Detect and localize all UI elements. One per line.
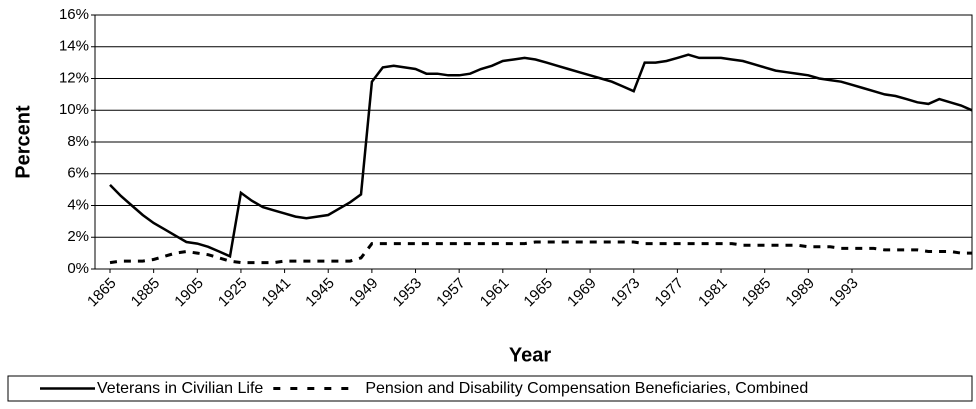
- x-tick-label: 1981: [695, 275, 731, 311]
- x-tick-label: 1905: [171, 275, 207, 311]
- x-tick-label: 1865: [84, 275, 120, 311]
- x-tick-label: 1885: [128, 275, 164, 311]
- y-tick-label: 4%: [67, 196, 89, 213]
- legend-label: Veterans in Civilian Life: [97, 380, 263, 397]
- x-tick-label: 1945: [302, 275, 338, 311]
- y-tick-label: 2%: [67, 228, 89, 245]
- x-axis-title: Year: [509, 344, 551, 366]
- x-tick-label: 1953: [390, 275, 426, 311]
- y-tick-label: 6%: [67, 165, 89, 182]
- data-line: [109, 53, 973, 259]
- x-tick-label: 1989: [782, 275, 818, 311]
- y-axis-title: Percent: [12, 105, 34, 179]
- data-line: [109, 240, 972, 265]
- plot-frame: [94, 14, 973, 270]
- x-tick-label: 1969: [564, 275, 600, 311]
- x-tick-label: 1977: [651, 275, 687, 311]
- x-tick-label: 1925: [215, 275, 251, 311]
- y-tick-label: 14%: [59, 38, 89, 55]
- x-tick-label: 1941: [259, 275, 295, 311]
- legend-box: [7, 375, 973, 402]
- x-tick-label: 1961: [477, 275, 513, 311]
- x-tick-label: 1973: [608, 275, 644, 311]
- x-tick-label: 1993: [826, 275, 862, 311]
- y-tick-label: 16%: [59, 6, 89, 23]
- x-tick-label: 1949: [346, 275, 382, 311]
- y-tick-label: 0%: [67, 260, 89, 277]
- y-tick-label: 8%: [67, 133, 89, 150]
- x-tick-label: 1985: [739, 275, 775, 311]
- legend-label: Pension and Disability Compensation Bene…: [365, 380, 808, 397]
- x-tick-label: 1965: [520, 275, 556, 311]
- y-tick-label: 10%: [59, 101, 89, 118]
- y-tick-label: 12%: [59, 69, 89, 86]
- x-tick-label: 1957: [433, 275, 469, 311]
